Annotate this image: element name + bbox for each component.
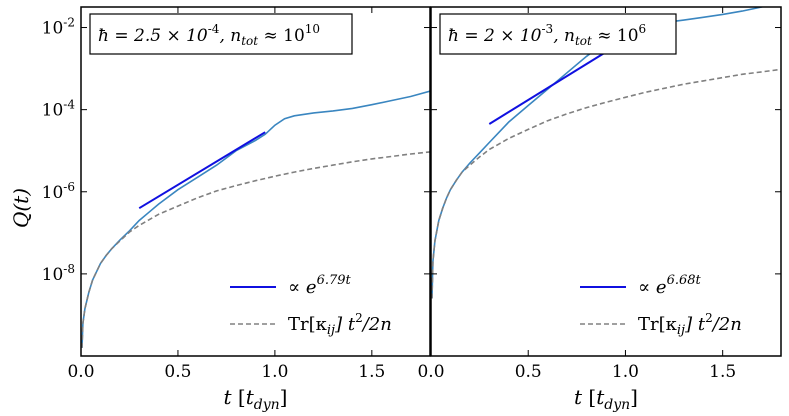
x-tick-label: 0.0 (67, 362, 94, 382)
q-curve (81, 90, 430, 348)
annotation-box (439, 13, 677, 55)
x-tick-label: 0.5 (164, 362, 191, 382)
annotation-text: ħ = 2.5 × 10-4, ntot ≈ 1010 (98, 22, 320, 48)
legend: ∝ e6.68t Tr[κij] t2/2n (580, 273, 742, 338)
trace-curve (81, 151, 430, 348)
right-panel: 0.0 0.5 1.0 1.5 t [tdyn] ħ = 2 × 10-3, ntot ≈… (417, 6, 782, 413)
legend-trace-label: Tr[κij] t2/2n (288, 311, 392, 338)
y-tick-label: 10-8 (42, 262, 75, 285)
legend-trace-label: Tr[κij] t2/2n (638, 311, 742, 338)
x-axis-label: t [tdyn] (224, 385, 288, 413)
x-tick-label: 0.0 (417, 362, 444, 382)
x-tick-label: 1.0 (612, 362, 639, 382)
series-group (431, 7, 781, 299)
y-tick-label: 10-4 (42, 98, 76, 121)
plot-frame (430, 6, 782, 357)
x-tick-label: 0.5 (515, 362, 542, 382)
legend: ∝ e6.79t Tr[κij] t2/2n (230, 273, 392, 338)
x-tick-label: 1.5 (709, 362, 736, 382)
plot-frame (80, 6, 431, 357)
x-tick-label: 1.5 (358, 362, 385, 382)
annotation-text: ħ = 2 × 10-3, ntot ≈ 106 (448, 22, 646, 48)
left-panel: 0.0 0.5 1.0 1.5 10-8 10-6 10-4 10-2 t [tdyn] ħ = … (42, 6, 431, 413)
y-tick-label: 10-6 (42, 180, 75, 203)
legend-fit-label: ∝ e6.79t (288, 273, 352, 298)
legend-fit-label: ∝ e6.68t (638, 273, 702, 298)
y-tick-label: 10-2 (42, 16, 75, 39)
series-group (81, 90, 430, 348)
exp-fit-line (138, 131, 266, 210)
y-axis-label: Q(t) (9, 188, 33, 228)
x-tick-label: 1.0 (261, 362, 288, 382)
trace-curve (431, 68, 781, 299)
x-axis-label: t [tdyn] (574, 385, 638, 413)
parameter-annotation: ħ = 2.5 × 10-4, ntot ≈ 1010 (89, 13, 353, 55)
annotation-box (89, 13, 353, 55)
exp-fit-line (488, 45, 617, 125)
parameter-annotation: ħ = 2 × 10-3, ntot ≈ 106 (439, 13, 677, 55)
